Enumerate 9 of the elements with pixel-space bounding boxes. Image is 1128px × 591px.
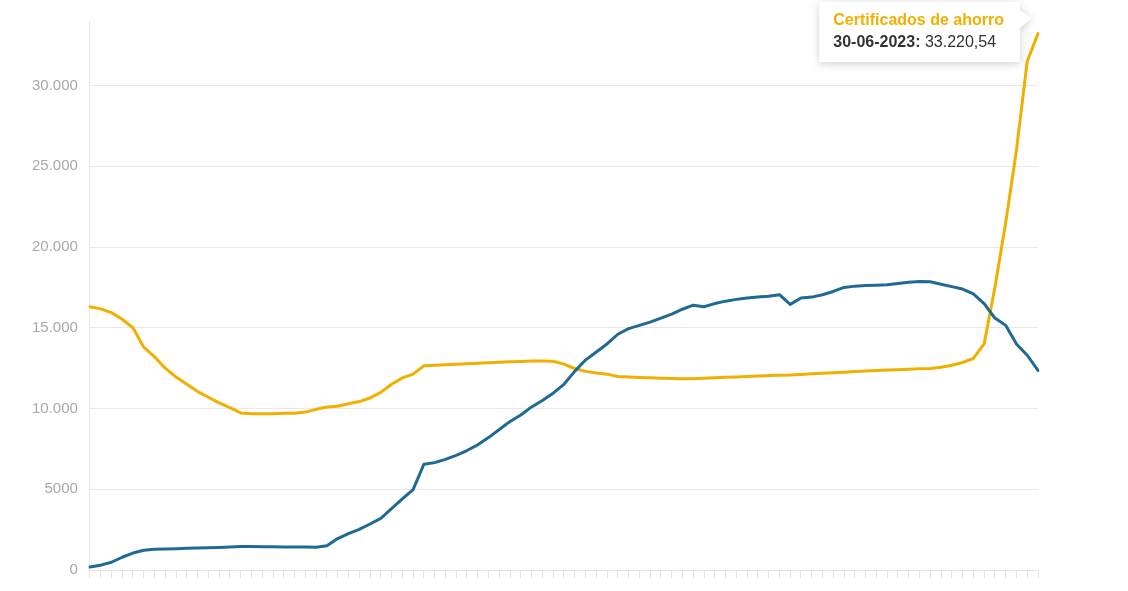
y-tick-label: 30.000 — [31, 75, 78, 93]
y-tick-label: 25.000 — [31, 156, 78, 174]
y-tick-label: 0 — [69, 560, 78, 578]
y-tick-label: 20.000 — [31, 237, 78, 255]
y-tick-label: 5000 — [44, 479, 78, 497]
text: Certificados de ahorro — [833, 11, 1005, 29]
y-tick-label: 15.000 — [31, 317, 78, 335]
annotation: 30-06-2023: 33.220,54 — [833, 33, 997, 51]
y-tick-label: 10.000 — [31, 398, 78, 416]
